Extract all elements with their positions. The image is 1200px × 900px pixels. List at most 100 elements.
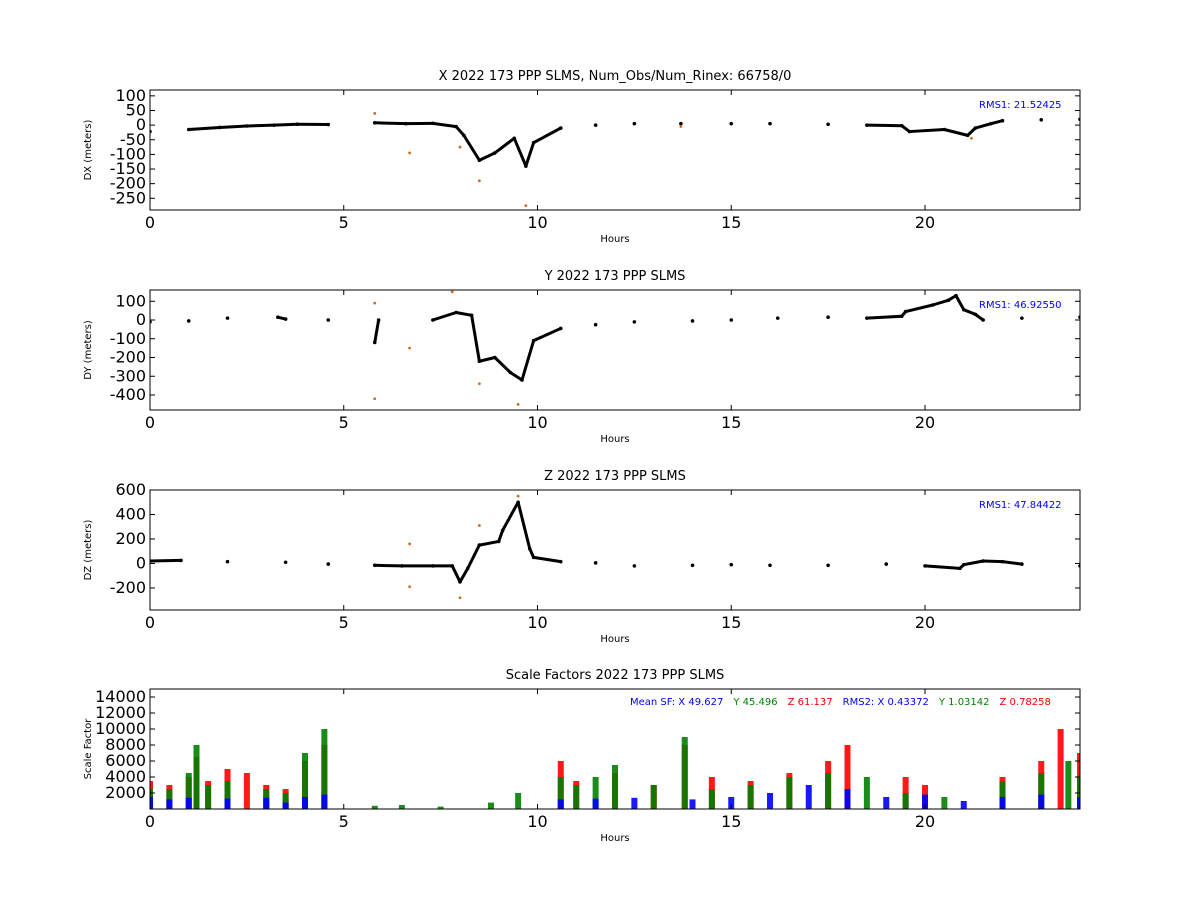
x-axis-label: Hours: [600, 434, 629, 445]
data-point: [515, 793, 522, 809]
x-tick-label: 5: [339, 213, 349, 232]
data-point: [1077, 797, 1080, 809]
data-point: [225, 559, 230, 564]
data-point: [946, 298, 951, 303]
series-1: [150, 117, 1080, 168]
data-point: [961, 307, 966, 312]
x-tick-label: 20: [915, 812, 935, 831]
y-tick-label: -50: [120, 130, 146, 149]
trace-segment: [462, 133, 481, 162]
trace-segment: [524, 141, 536, 168]
data-point: [224, 781, 231, 809]
trace-segment: [904, 303, 935, 314]
data-point: [903, 309, 908, 314]
x-tick-label: 10: [527, 812, 547, 831]
trace-segment: [431, 311, 458, 322]
annotation-part: Mean SF: X 49.627: [630, 697, 723, 708]
trace-segment: [272, 122, 299, 127]
data-point: [400, 564, 404, 568]
x-tick-label: 0: [145, 413, 155, 432]
data-point: [632, 121, 637, 126]
data-point: [185, 773, 192, 809]
data-point: [592, 777, 599, 809]
trace-segment: [923, 564, 962, 570]
data-point: [631, 797, 638, 809]
y-tick-label: -400: [110, 385, 146, 404]
series-2: [408, 494, 520, 600]
y-tick-label: -200: [110, 174, 146, 193]
data-point: [431, 564, 435, 568]
data-point: [690, 563, 695, 568]
data-point: [768, 121, 772, 126]
data-point: [477, 382, 481, 386]
data-point: [150, 797, 153, 809]
x-tick-label: 20: [915, 613, 935, 632]
data-point: [477, 543, 482, 547]
data-point: [516, 500, 520, 505]
data-point: [302, 797, 308, 809]
data-point: [826, 315, 830, 319]
data-point: [225, 316, 230, 320]
data-point: [689, 799, 696, 809]
x-axis-label: Hours: [600, 833, 629, 844]
data-point: [557, 777, 564, 809]
trace-segment: [962, 559, 985, 567]
x-tick-label: 5: [339, 613, 349, 632]
data-point: [245, 124, 249, 128]
data-point: [272, 123, 276, 127]
y-axis-label: DZ (meters): [83, 519, 94, 580]
data-point: [941, 797, 948, 809]
data-point: [729, 562, 734, 567]
y-tick-label: -200: [110, 348, 146, 367]
data-point: [825, 773, 832, 809]
y-tick-label: -100: [110, 144, 146, 163]
data-point: [450, 564, 455, 568]
data-point: [558, 326, 563, 331]
trace-segment: [454, 125, 466, 137]
x-tick-label: 10: [527, 413, 547, 432]
data-point: [326, 122, 331, 127]
data-point: [679, 125, 683, 128]
data-point: [593, 322, 598, 327]
trace-segment: [470, 313, 481, 363]
trace-segment: [373, 318, 381, 344]
data-point: [477, 359, 482, 364]
data-point: [263, 797, 270, 809]
y-tick-label: 100: [115, 86, 146, 105]
data-point: [981, 318, 985, 322]
data-point: [372, 120, 377, 125]
data-point: [508, 370, 513, 375]
panel-title: X 2022 173 PPP SLMS, Num_Obs/Num_Rinex: …: [439, 69, 792, 84]
trace-segment: [931, 298, 950, 307]
data-point: [999, 797, 1006, 809]
y-tick-label: 10000: [95, 719, 146, 738]
y-tick-label: 14000: [95, 687, 146, 706]
data-point: [902, 793, 909, 809]
data-point: [1000, 118, 1005, 123]
data-point: [747, 785, 754, 809]
data-point: [431, 121, 435, 126]
y-tick-label: 100: [115, 291, 146, 310]
data-point: [408, 585, 412, 589]
annotation-part: RMS2: X 0.43372: [843, 697, 929, 708]
x-tick-label: 15: [721, 413, 741, 432]
data-point: [458, 145, 462, 149]
x-tick-label: 5: [339, 413, 349, 432]
plot-frame: [149, 89, 1081, 211]
y-tick-label: 2000: [105, 783, 146, 802]
trace-segment: [150, 558, 183, 563]
trace-segment: [245, 123, 276, 128]
data-point: [500, 528, 505, 533]
trace-segment: [458, 566, 470, 584]
trace-segment: [477, 151, 497, 162]
data-point: [865, 316, 869, 320]
data-point: [690, 319, 695, 323]
trace-segment: [454, 311, 474, 317]
data-point: [465, 566, 470, 571]
data-point: [558, 559, 563, 564]
data-point: [1038, 773, 1045, 809]
x-tick-label: 5: [339, 812, 349, 831]
data-point: [186, 319, 191, 323]
data-point: [520, 378, 524, 382]
data-point: [398, 805, 405, 809]
